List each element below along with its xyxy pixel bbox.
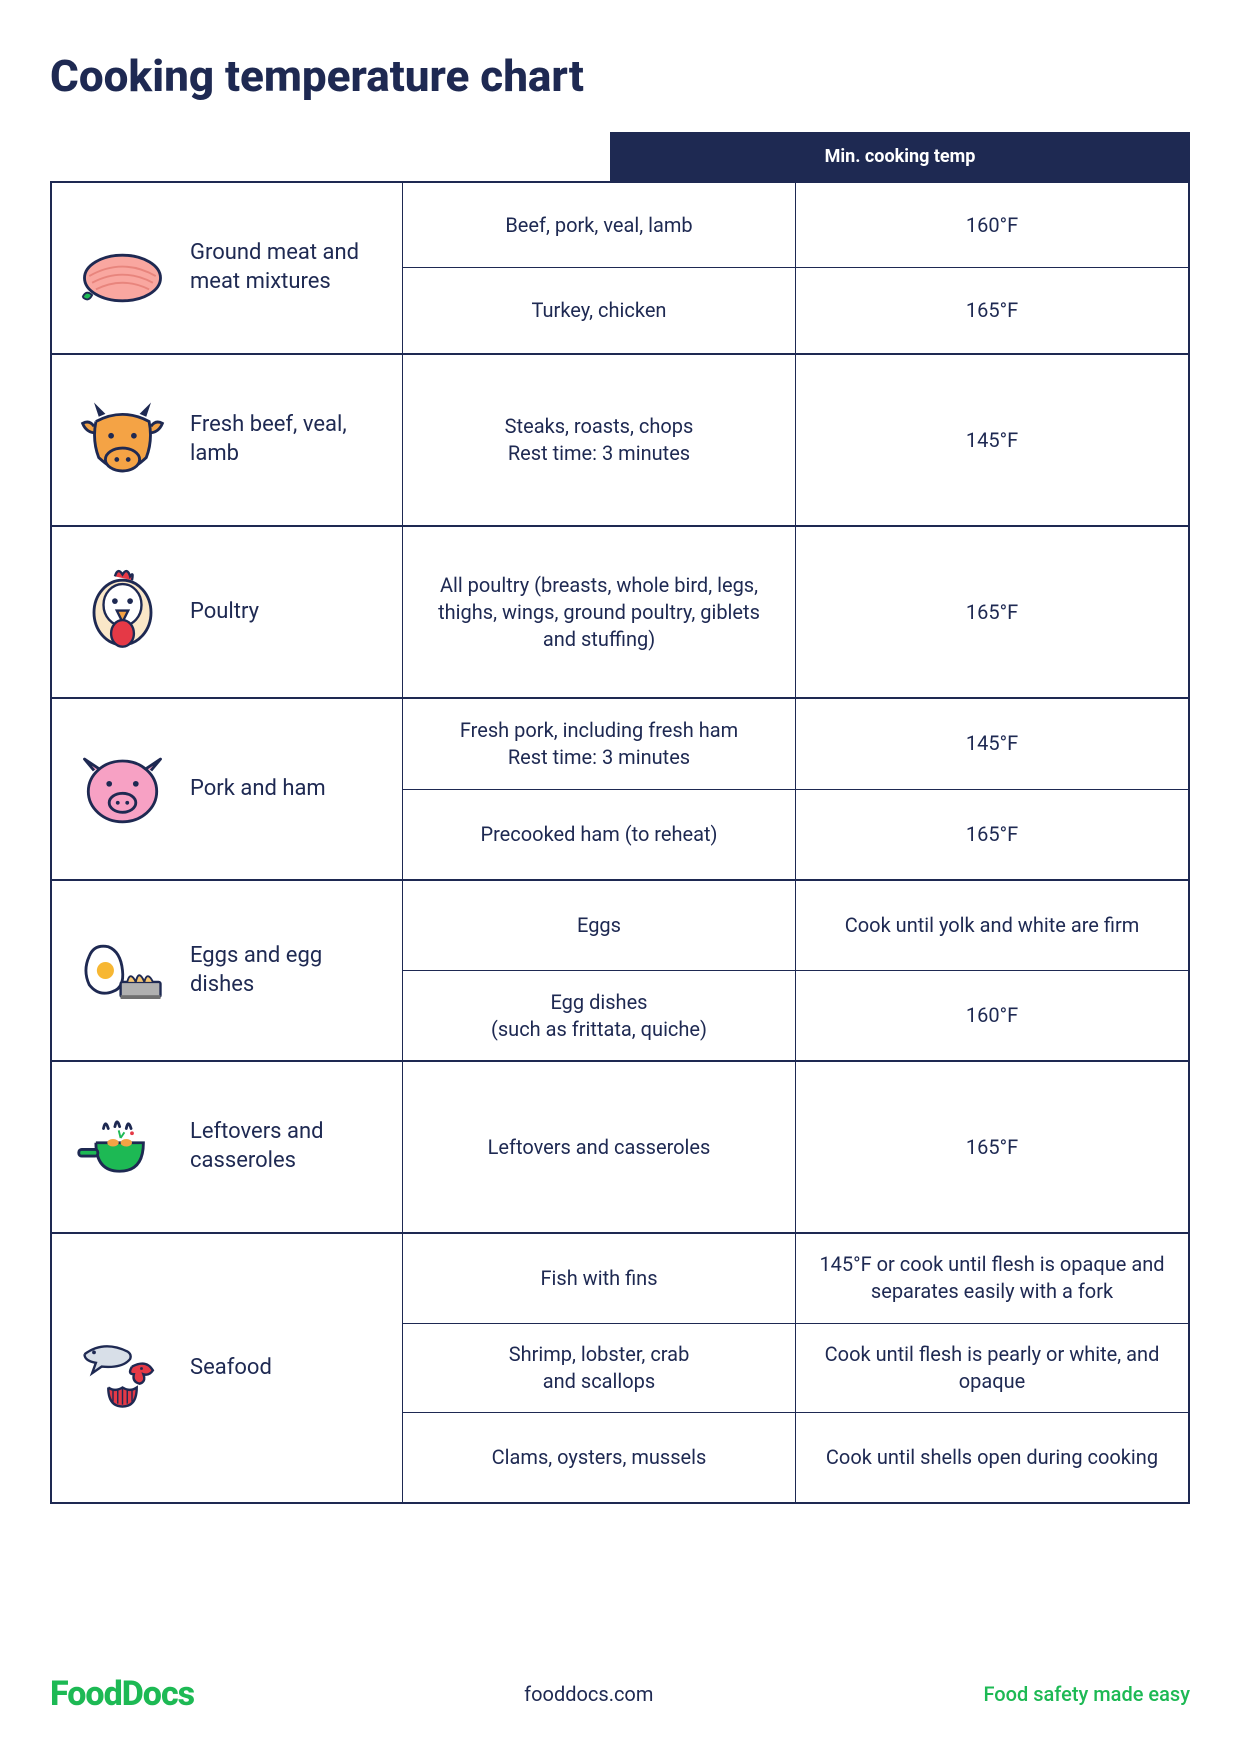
category-cell: Poultry bbox=[52, 527, 402, 697]
item-cell: Shrimp, lobster, crab and scallops bbox=[403, 1324, 795, 1413]
item-cell: Fish with fins bbox=[403, 1234, 795, 1323]
table-group: Fresh beef, veal, lamb Steaks, roasts, ch… bbox=[52, 355, 1188, 527]
category-cell: Ground meat and meat mixtures bbox=[52, 183, 402, 353]
category-label: Ground meat and meat mixtures bbox=[190, 239, 382, 296]
temp-cell: 145°F bbox=[795, 355, 1188, 525]
temp-column-header: Min. cooking temp bbox=[610, 132, 1190, 181]
table-header: Min. cooking temp bbox=[50, 132, 1190, 181]
footer-tagline: Food safety made easy bbox=[983, 1682, 1190, 1706]
item-cell: Egg dishes (such as frittata, quiche) bbox=[403, 971, 795, 1060]
table-row: Steaks, roasts, chops Rest time: 3 minut… bbox=[403, 355, 1188, 525]
category-label: Leftovers and casseroles bbox=[190, 1118, 382, 1175]
item-cell: Steaks, roasts, chops Rest time: 3 minut… bbox=[403, 355, 795, 525]
pig-icon bbox=[72, 739, 172, 839]
page-footer: FoodDocs fooddocs.com Food safety made e… bbox=[50, 1674, 1190, 1714]
brand-pre: Food bbox=[50, 1674, 122, 1714]
table-row: All poultry (breasts, whole bird, legs, … bbox=[403, 527, 1188, 697]
table-row: Fish with fins145°F or cook until flesh … bbox=[403, 1234, 1188, 1324]
table-row: Turkey, chicken165°F bbox=[403, 268, 1188, 353]
item-cell: Beef, pork, veal, lamb bbox=[403, 183, 795, 267]
table-group: Poultry All poultry (breasts, whole bird,… bbox=[52, 527, 1188, 699]
table-row: Fresh pork, including fresh ham Rest tim… bbox=[403, 699, 1188, 790]
temp-cell: 145°F bbox=[795, 699, 1188, 789]
rows-column: Leftovers and casseroles165°F bbox=[402, 1062, 1188, 1232]
rows-column: Steaks, roasts, chops Rest time: 3 minut… bbox=[402, 355, 1188, 525]
page-title: Cooking temperature chart bbox=[50, 50, 1190, 102]
temp-cell: 165°F bbox=[795, 527, 1188, 697]
table-row: Clams, oysters, musselsCook until shells… bbox=[403, 1413, 1188, 1502]
item-cell: Precooked ham (to reheat) bbox=[403, 790, 795, 880]
temp-cell: Cook until yolk and white are firm bbox=[795, 881, 1188, 970]
temp-cell: 165°F bbox=[795, 268, 1188, 353]
temperature-chart: Min. cooking temp Ground meat and meat m… bbox=[50, 132, 1190, 1504]
temp-cell: 160°F bbox=[795, 971, 1188, 1060]
item-cell: Fresh pork, including fresh ham Rest tim… bbox=[403, 699, 795, 789]
temp-cell: 165°F bbox=[795, 790, 1188, 880]
rows-column: Fish with fins145°F or cook until flesh … bbox=[402, 1234, 1188, 1502]
rows-column: Beef, pork, veal, lamb160°FTurkey, chick… bbox=[402, 183, 1188, 353]
temp-cell: 160°F bbox=[795, 183, 1188, 267]
egg-icon bbox=[72, 921, 172, 1021]
cow-icon bbox=[72, 390, 172, 490]
meat-icon bbox=[72, 218, 172, 318]
category-cell: Seafood bbox=[52, 1234, 402, 1502]
table-row: Precooked ham (to reheat)165°F bbox=[403, 790, 1188, 880]
table-row: Shrimp, lobster, crab and scallopsCook u… bbox=[403, 1324, 1188, 1414]
table-row: Leftovers and casseroles165°F bbox=[403, 1062, 1188, 1232]
table-body: Ground meat and meat mixtures Beef, pork,… bbox=[50, 181, 1190, 1504]
category-label: Seafood bbox=[190, 1354, 272, 1383]
category-label: Pork and ham bbox=[190, 775, 326, 804]
temp-cell: Cook until shells open during cooking bbox=[795, 1413, 1188, 1502]
table-group: Leftovers and casserolesLeftovers and ca… bbox=[52, 1062, 1188, 1234]
rows-column: EggsCook until yolk and white are firmEg… bbox=[402, 881, 1188, 1060]
category-cell: Pork and ham bbox=[52, 699, 402, 879]
brand-post: Docs bbox=[122, 1674, 194, 1714]
category-cell: Eggs and egg dishes bbox=[52, 881, 402, 1060]
table-group: Seafood Fish with fins145°F or cook until… bbox=[52, 1234, 1188, 1502]
category-cell: Fresh beef, veal, lamb bbox=[52, 355, 402, 525]
footer-site: fooddocs.com bbox=[524, 1682, 653, 1706]
category-label: Eggs and egg dishes bbox=[190, 942, 382, 999]
temp-cell: 165°F bbox=[795, 1062, 1188, 1232]
table-group: Ground meat and meat mixtures Beef, pork,… bbox=[52, 183, 1188, 355]
table-row: EggsCook until yolk and white are firm bbox=[403, 881, 1188, 971]
header-spacer bbox=[50, 132, 610, 181]
category-label: Fresh beef, veal, lamb bbox=[190, 411, 382, 468]
item-cell: Clams, oysters, mussels bbox=[403, 1413, 795, 1502]
table-row: Egg dishes (such as frittata, quiche)160… bbox=[403, 971, 1188, 1060]
temp-cell: 145°F or cook until flesh is opaque and … bbox=[795, 1234, 1188, 1323]
category-label: Poultry bbox=[190, 598, 259, 627]
temp-cell: Cook until flesh is pearly or white, and… bbox=[795, 1324, 1188, 1413]
rows-column: All poultry (breasts, whole bird, legs, … bbox=[402, 527, 1188, 697]
fish-icon bbox=[72, 1318, 172, 1418]
category-cell: Leftovers and casseroles bbox=[52, 1062, 402, 1232]
item-cell: All poultry (breasts, whole bird, legs, … bbox=[403, 527, 795, 697]
table-group: Pork and ham Fresh pork, including fresh … bbox=[52, 699, 1188, 881]
table-row: Beef, pork, veal, lamb160°F bbox=[403, 183, 1188, 268]
item-cell: Turkey, chicken bbox=[403, 268, 795, 353]
pan-icon bbox=[72, 1097, 172, 1197]
brand-logo: FoodDocs bbox=[50, 1674, 194, 1714]
item-cell: Leftovers and casseroles bbox=[403, 1062, 795, 1232]
chicken-icon bbox=[72, 562, 172, 662]
rows-column: Fresh pork, including fresh ham Rest tim… bbox=[402, 699, 1188, 879]
table-group: Eggs and egg dishes EggsCook until yolk a… bbox=[52, 881, 1188, 1062]
item-cell: Eggs bbox=[403, 881, 795, 970]
